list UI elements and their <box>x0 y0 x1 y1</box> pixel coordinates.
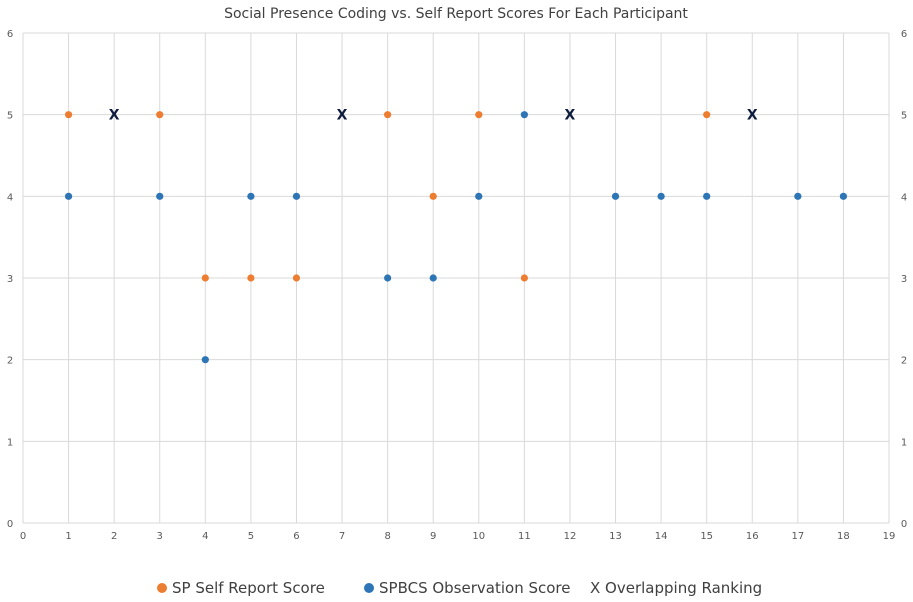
x-tick-label: 7 <box>339 531 345 542</box>
x-tick-label: 8 <box>384 531 390 542</box>
grid-layer <box>22 32 890 524</box>
self-report-point <box>292 274 301 282</box>
y-tick-label-right: 3 <box>901 274 907 285</box>
y-tick-label-left: 6 <box>7 29 13 40</box>
observation-point <box>429 274 437 282</box>
observation-point <box>520 111 528 119</box>
observation-point <box>657 192 665 200</box>
legend-label-self-report: SP Self Report Score <box>172 579 325 597</box>
observation-point <box>292 192 301 200</box>
observation-point <box>839 192 848 200</box>
x-tick-label: 2 <box>111 531 117 542</box>
x-tick-label: 5 <box>248 531 254 542</box>
x-tick-label: 18 <box>837 531 850 542</box>
x-tick-label: 19 <box>883 531 896 542</box>
y-tick-label-left: 0 <box>7 519 13 530</box>
self-report-point <box>703 111 711 119</box>
x-tick-label: 16 <box>746 531 759 542</box>
x-tick-label: 10 <box>472 531 485 542</box>
x-tick-label: 12 <box>564 531 577 542</box>
x-tick-label: 9 <box>430 531 436 542</box>
observation-point <box>475 192 483 200</box>
legend-item-overlapping: X Overlapping Ranking <box>590 579 762 597</box>
x-tick-label: 14 <box>655 531 668 542</box>
y-tick-label-left: 4 <box>7 192 13 203</box>
y-tick-label-right: 6 <box>901 29 907 40</box>
self-report-point <box>201 274 209 282</box>
x-tick-label: 11 <box>518 531 531 542</box>
legend-swatch-observation <box>364 583 374 593</box>
self-report-point <box>64 111 73 119</box>
y-tick-label-left: 5 <box>7 111 13 122</box>
observation-point <box>201 356 209 364</box>
x-tick-label: 0 <box>20 531 26 542</box>
y-tick-label-left: 3 <box>7 274 13 285</box>
x-tick-label: 3 <box>157 531 163 542</box>
self-report-point <box>520 274 528 282</box>
legend-label-observation: SPBCS Observation Score <box>379 579 570 597</box>
y-tick-label-left: 1 <box>7 437 13 448</box>
self-report-point <box>475 111 483 119</box>
axis-layer: 0 01 12 23 34 45 56 60 1 2 3 4 5 6 7 8 9 10 11 12 13 14 15 16 17… <box>7 29 907 542</box>
overlap-x-marker: X <box>109 108 120 124</box>
x-tick-label: 17 <box>791 531 804 542</box>
x-tick-label: 1 <box>65 531 71 542</box>
observation-point <box>384 274 392 282</box>
chart-title: Social Presence Coding vs. Self Report S… <box>224 6 688 22</box>
observation-point <box>247 192 255 200</box>
self-report-point <box>247 274 255 282</box>
legend-swatch-self-report <box>157 583 167 593</box>
self-report-point <box>429 192 437 200</box>
overlap-x-marker: X <box>337 108 348 124</box>
observation-point <box>156 192 164 200</box>
observation-point <box>703 192 711 200</box>
x-tick-label: 6 <box>293 531 299 542</box>
x-tick-label: 13 <box>609 531 622 542</box>
overlap-x-marker: X <box>747 108 758 124</box>
legend: SP Self Report Score SPBCS Observation Sc… <box>157 579 762 597</box>
self-report-point <box>384 111 392 119</box>
y-tick-label-right: 0 <box>901 519 907 530</box>
observation-point <box>611 192 620 200</box>
y-tick-label-right: 4 <box>901 192 907 203</box>
self-report-point <box>156 111 164 119</box>
y-tick-label-right: 2 <box>901 356 907 367</box>
y-tick-label-right: 1 <box>901 437 907 448</box>
observation-point <box>794 192 802 200</box>
observation-point <box>64 192 73 200</box>
y-tick-label-left: 2 <box>7 356 13 367</box>
x-tick-label: 15 <box>700 531 713 542</box>
x-tick-label: 4 <box>202 531 208 542</box>
y-tick-label-right: 5 <box>901 111 907 122</box>
overlap-x-marker: X <box>565 108 576 124</box>
